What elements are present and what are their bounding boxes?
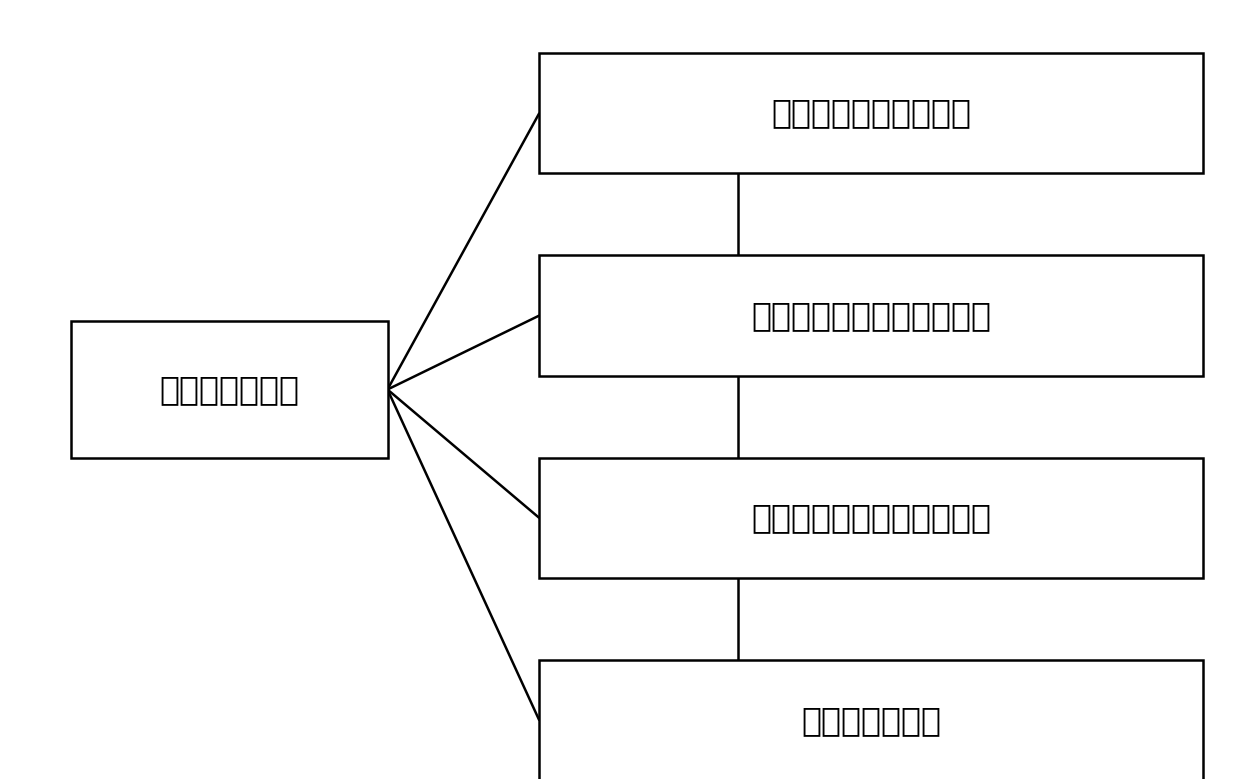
Bar [539, 661, 1203, 779]
Bar [539, 53, 1203, 174]
Text: 聚类起始中心序列确定单元: 聚类起始中心序列确定单元 [751, 299, 991, 332]
Text: 聚类起始中心序列优化单元: 聚类起始中心序列优化单元 [751, 502, 991, 534]
Text: 两两遗传距离确定单元: 两两遗传距离确定单元 [771, 97, 971, 129]
Bar [71, 322, 387, 458]
Text: 初始簇构建模块: 初始簇构建模块 [160, 373, 299, 406]
Bar [539, 458, 1203, 578]
Text: 起始簇构建单元: 起始簇构建单元 [801, 704, 941, 737]
Bar [539, 256, 1203, 376]
